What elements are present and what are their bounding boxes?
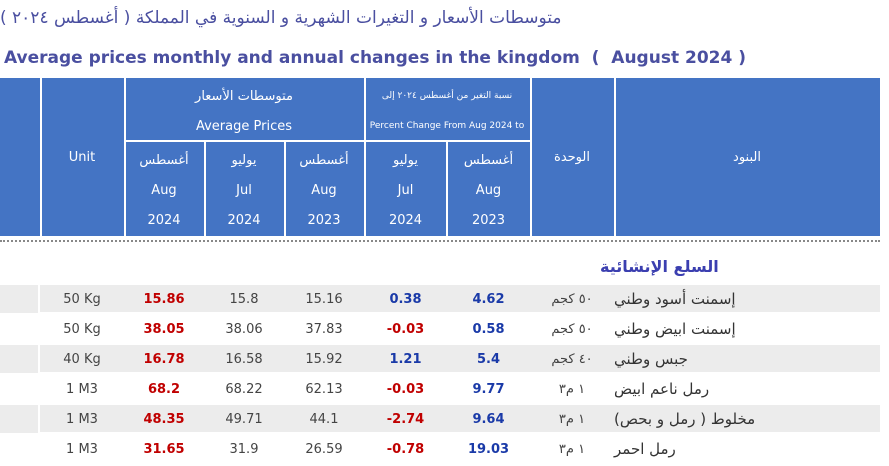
unit-en: 50 Kg [63, 321, 101, 337]
change-cell: -2.74 [386, 411, 425, 427]
price-cell: 68.22 [225, 381, 263, 397]
header-divider [204, 140, 206, 236]
price-cell: 31.9 [229, 441, 259, 457]
col-header: البنود [733, 149, 761, 165]
divider [0, 240, 880, 242]
row-bg [0, 345, 38, 373]
period-header: أغسطس [463, 152, 514, 168]
change-cell: 0.38 [389, 291, 422, 307]
change-cell: -0.03 [386, 381, 425, 397]
header-divider [530, 78, 532, 236]
change-cell: 19.03 [467, 441, 510, 457]
row-bg [0, 375, 38, 403]
row-bg [0, 405, 38, 433]
period-header: Jul [236, 182, 252, 198]
unit-en: 40 Kg [63, 351, 101, 367]
row-bg [0, 285, 38, 313]
period-header: أغسطس [139, 152, 189, 168]
price-cell: 16.58 [225, 351, 263, 367]
col-header: Unit [68, 149, 96, 165]
period-header: 2024 [227, 212, 261, 228]
unit-en: 1 M3 [66, 411, 98, 427]
period-header: Aug [311, 182, 337, 198]
row-bg [40, 435, 880, 463]
price-cell: 38.05 [143, 321, 185, 337]
row-bg [40, 285, 880, 313]
group-header: Percent Change From Aug 2024 to [369, 121, 525, 131]
period-header: Aug [475, 182, 502, 198]
price-cell: 62.13 [305, 381, 343, 397]
header-divider [124, 78, 126, 236]
price-cell: 26.59 [305, 441, 343, 457]
row-bg [0, 315, 38, 343]
period-header: Aug [151, 182, 177, 198]
period-header: أغسطس [299, 152, 349, 168]
unit-ar: ٥٠ كجم [551, 321, 593, 337]
price-cell: 15.16 [305, 291, 343, 307]
change-cell: 5.4 [476, 351, 501, 367]
price-cell: 48.35 [143, 411, 185, 427]
item-name: جبس وطني [614, 350, 688, 368]
header-divider [364, 78, 366, 236]
period-header: يوليو [231, 152, 257, 168]
col-header: الوحدة [554, 149, 590, 165]
period-header: 2023 [471, 212, 506, 228]
title-en: Average prices monthly and annual change… [4, 48, 746, 68]
price-cell: 15.8 [229, 291, 259, 307]
change-cell: -0.78 [386, 441, 425, 457]
price-cell: 31.65 [143, 441, 185, 457]
price-cell: 49.71 [225, 411, 263, 427]
item-name: إسمنت أسود وطني [614, 290, 736, 308]
header-divider [614, 78, 616, 236]
change-cell: 4.62 [472, 291, 505, 307]
unit-ar: ١ م٣ [558, 441, 586, 457]
change-cell: 0.58 [472, 321, 505, 337]
price-cell: 16.78 [143, 351, 185, 367]
price-cell: 15.86 [143, 291, 185, 307]
price-cell: 15.92 [305, 351, 343, 367]
period-header: 2024 [147, 212, 181, 228]
change-cell: 9.64 [472, 411, 505, 427]
unit-ar: ١ م٣ [558, 411, 586, 427]
unit-en: 1 M3 [66, 381, 98, 397]
header-band [0, 78, 880, 236]
row-bg [40, 315, 880, 343]
unit-ar: ١ م٣ [558, 381, 586, 397]
period-header: يوليو [393, 152, 418, 168]
header-divider [284, 140, 286, 236]
price-cell: 37.83 [305, 321, 343, 337]
unit-en: 50 Kg [63, 291, 101, 307]
group-header: Average Prices [195, 118, 292, 134]
price-cell: 68.2 [147, 381, 181, 397]
period-header: 2024 [388, 212, 423, 228]
item-name: إسمنت ابيض وطني [614, 320, 736, 338]
item-name: رمل ناعم ابيض [614, 380, 710, 398]
title-ar: متوسطات الأسعار و التغيرات الشهرية و الس… [0, 8, 562, 28]
group-header: نسبة التغير من أغسطس ٢٠٢٤ إلى [381, 91, 513, 101]
row-bg [40, 375, 880, 403]
unit-ar: ٥٠ كجم [551, 291, 593, 307]
row-bg [0, 435, 38, 463]
period-header: Jul [397, 182, 414, 198]
row-bg [40, 405, 880, 433]
section-label: السلع الإنشائية [600, 256, 719, 276]
header-divider [40, 78, 42, 236]
price-cell: 38.06 [225, 321, 263, 337]
change-cell: 1.21 [389, 351, 422, 367]
row-bg [40, 345, 880, 373]
header-divider [124, 140, 530, 142]
group-header: متوسطات الأسعار [195, 88, 293, 104]
period-header: 2023 [307, 212, 341, 228]
change-cell: 9.77 [472, 381, 505, 397]
item-name: مخلوط ( رمل و بحص) [614, 410, 756, 428]
unit-ar: ٤٠ كجم [551, 351, 593, 367]
unit-en: 1 M3 [66, 441, 98, 457]
change-cell: -0.03 [386, 321, 425, 337]
header-divider [446, 140, 448, 236]
price-cell: 44.1 [309, 411, 339, 427]
item-name: رمل احمر [614, 440, 676, 458]
